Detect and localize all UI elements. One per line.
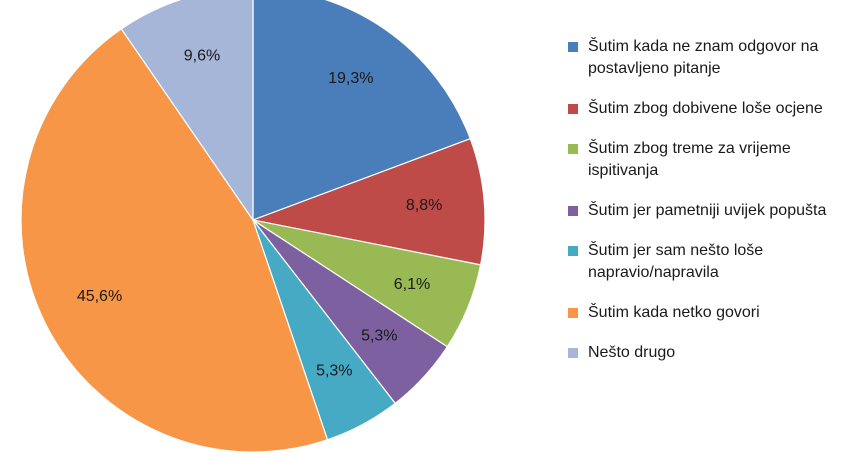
- legend-label: Šutim kada netko govori: [588, 304, 760, 321]
- pie-data-label: 5,3%: [361, 328, 397, 345]
- pie-data-labels: 19,3% 8,8% 6,1% 5,3% 5,3% 45,6% 9,6%: [77, 47, 443, 379]
- legend-item: Šutim zbog dobivene loše ocjene: [568, 98, 843, 120]
- legend-label: Šutim kada ne znam odgovor na postavljen…: [588, 38, 819, 77]
- legend-swatch: [568, 206, 578, 216]
- pie-slice: [120, 0, 254, 222]
- legend-swatch: [568, 246, 578, 256]
- legend-item: Nešto drugo: [568, 342, 843, 364]
- pie-slices: [20, 0, 486, 453]
- legend: Šutim kada ne znam odgovor na postavljen…: [568, 36, 843, 382]
- pie-data-label: 9,6%: [184, 47, 220, 64]
- legend-item: Šutim jer sam nešto loše napravio/naprav…: [568, 240, 843, 284]
- pie-slice: [250, 137, 486, 266]
- pie-data-label: 8,8%: [406, 197, 442, 214]
- legend-swatch: [568, 104, 578, 114]
- legend-label: Nešto drugo: [588, 344, 676, 361]
- legend-item: Šutim zbog treme za vrijeme ispitivanja: [568, 138, 843, 182]
- legend-swatch: [568, 42, 578, 52]
- legend-label: Šutim zbog dobivene loše ocjene: [588, 100, 823, 117]
- pie-data-label: 19,3%: [328, 70, 373, 87]
- pie-slice: [252, 0, 472, 221]
- pie-data-label: 6,1%: [394, 276, 430, 293]
- legend-item: Šutim kada netko govori: [568, 302, 843, 324]
- pie-data-label: 45,6%: [77, 288, 122, 305]
- legend-swatch: [568, 144, 578, 154]
- pie-data-label: 5,3%: [316, 362, 352, 379]
- legend-label: Šutim jer pametniji uvijek popušta: [588, 202, 827, 219]
- legend-label: Šutim jer sam nešto loše napravio/naprav…: [588, 242, 764, 281]
- legend-item: Šutim jer pametniji uvijek popušta: [568, 200, 843, 222]
- legend-label: Šutim zbog treme za vrijeme ispitivanja: [588, 140, 791, 179]
- pie-slice: [20, 28, 329, 453]
- legend-item: Šutim kada ne znam odgovor na postavljen…: [568, 36, 843, 80]
- legend-swatch: [568, 308, 578, 318]
- legend-swatch: [568, 348, 578, 358]
